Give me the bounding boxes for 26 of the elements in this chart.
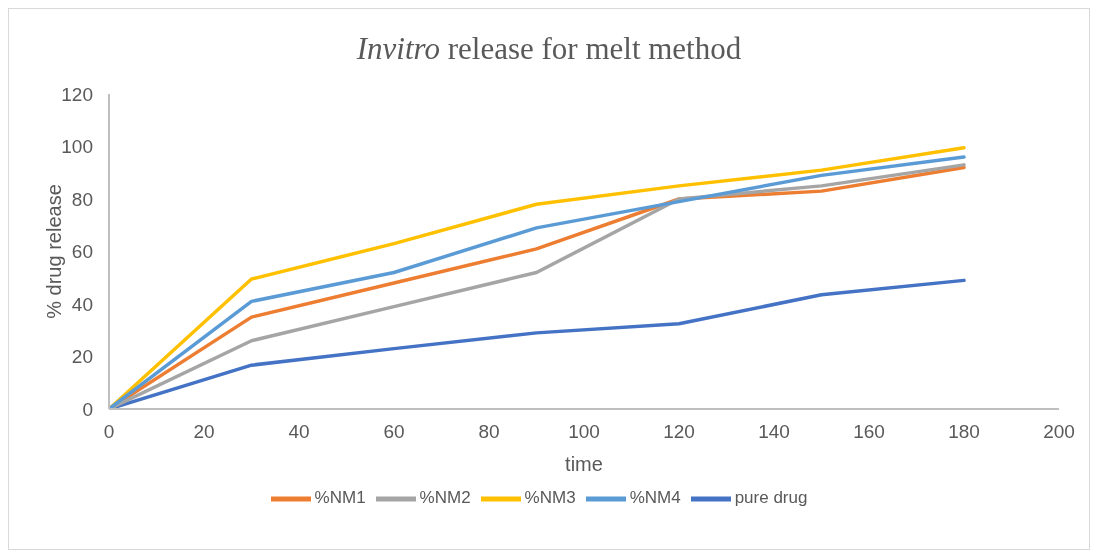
x-tick-label: 120 xyxy=(663,421,695,443)
y-tick-label: 60 xyxy=(71,241,93,263)
y-tick-label: 120 xyxy=(61,83,93,105)
x-tick-label: 60 xyxy=(383,421,405,443)
y-tick-label: 20 xyxy=(71,346,93,368)
legend-label: %NM4 xyxy=(629,488,681,508)
x-tick-label: 200 xyxy=(1043,421,1075,443)
y-tick-label: 100 xyxy=(61,136,93,158)
y-tick-label: 40 xyxy=(71,293,93,315)
legend-label: %NM1 xyxy=(314,488,366,508)
x-tick-label: 160 xyxy=(853,421,885,443)
x-tick-label: 180 xyxy=(948,421,980,443)
x-tick-label: 140 xyxy=(758,421,790,443)
x-axis-title: time xyxy=(565,453,603,475)
x-tick-label: 20 xyxy=(193,421,215,443)
legend-label: pure drug xyxy=(734,488,808,508)
y-tick-label: 80 xyxy=(71,188,93,210)
x-tick-label: 40 xyxy=(288,421,310,443)
x-tick-label: 100 xyxy=(568,421,600,443)
legend-label: %NM2 xyxy=(419,488,471,508)
x-tick-label: 80 xyxy=(478,421,500,443)
y-tick-label: 0 xyxy=(82,398,93,420)
legend-label: %NM3 xyxy=(524,488,576,508)
y-axis-title: % drug release xyxy=(43,184,66,319)
x-tick-label: 0 xyxy=(103,421,115,443)
chart-title: Invitro release for melt method xyxy=(355,31,743,67)
